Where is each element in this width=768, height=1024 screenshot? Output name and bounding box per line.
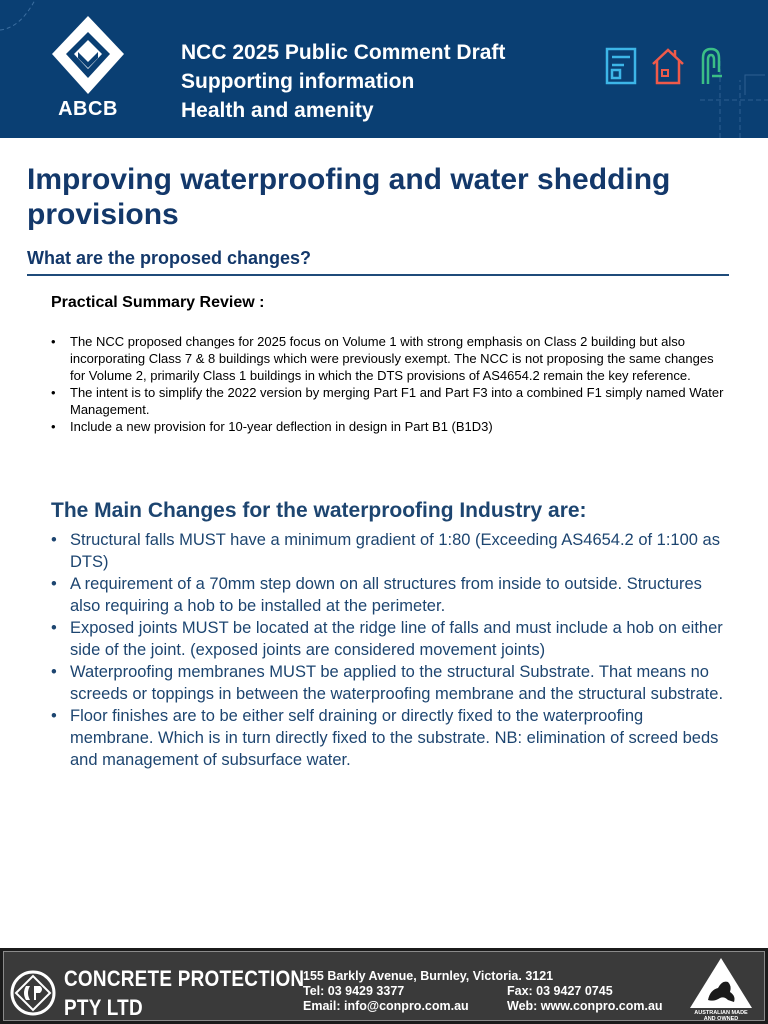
summary-list: • The NCC proposed changes for 2025 focus… [51, 333, 731, 435]
tap-icon [701, 47, 722, 84]
email-link[interactable]: Email: info@conpro.com.au [303, 999, 469, 1013]
header-title-line: Health and amenity [181, 99, 374, 122]
list-item: • A requirement of a 70mm step down on al… [51, 573, 731, 617]
page-title: Improving waterproofing and water sheddi… [27, 163, 671, 231]
bullet: • [51, 663, 57, 681]
company-name-line: PTY LTD [64, 995, 143, 1020]
list-item-text: Include a new provision for 10-year defl… [70, 419, 493, 434]
list-item: • The NCC proposed changes for 2025 focus… [51, 333, 731, 384]
header-title-line: NCC 2025 Public Comment Draft [181, 41, 506, 64]
list-item: • Exposed joints MUST be located at the r… [51, 617, 731, 661]
footer: CONCRETE PROTECTION PTY LTD 155 Barkly A… [0, 948, 768, 1024]
list-item: • Waterproofing membranes MUST be applied… [51, 661, 731, 705]
list-item: • Structural falls MUST have a minimum gr… [51, 529, 731, 573]
list-item-text: Structural falls MUST have a minimum gra… [70, 531, 720, 571]
summary-title: Practical Summary Review : [51, 294, 265, 311]
abcb-logo [52, 16, 124, 94]
fax: Fax: 03 9427 0745 [507, 984, 613, 998]
list-item-text: The intent is to simplify the 2022 versi… [70, 385, 724, 417]
header-banner: ABCB NCC 2025 Public Comment Draft Suppo… [0, 0, 768, 138]
list-item: • Floor finishes are to be either self dr… [51, 705, 731, 771]
company-name-line: CONCRETE PROTECTION [64, 966, 305, 991]
bullet: • [51, 419, 56, 434]
list-item: • The intent is to simplify the 2022 vers… [51, 384, 731, 418]
badge-text: AUSTRALIAN MADE [694, 1010, 748, 1016]
header-decoration [0, 0, 768, 138]
list-item: • Include a new provision for 10-year def… [51, 418, 731, 435]
list-item-text: Floor finishes are to be either self dra… [70, 707, 719, 769]
telephone: Tel: 03 9429 3377 [303, 984, 405, 998]
bullet: • [51, 707, 57, 725]
changes-title: The Main Changes for the waterproofing I… [51, 499, 587, 522]
concrete-protection-logo [10, 970, 56, 1016]
header-title-line: Supporting information [181, 70, 415, 93]
bullet: • [51, 531, 57, 549]
list-item-text: Waterproofing membranes MUST be applied … [70, 663, 724, 703]
bullet: • [51, 575, 57, 593]
address: 155 Barkly Avenue, Burnley, Victoria. 31… [303, 969, 554, 983]
badge-text: AND OWNED [704, 1016, 739, 1022]
changes-list: • Structural falls MUST have a minimum gr… [51, 529, 731, 771]
header-title: NCC 2025 Public Comment Draft Supporting… [181, 38, 505, 125]
bullet: • [51, 334, 56, 349]
logo-text: ABCB [58, 98, 118, 120]
house-icon [652, 48, 684, 85]
list-item-text: Exposed joints MUST be located at the ri… [70, 619, 723, 659]
company-name: CONCRETE PROTECTION PTY LTD [64, 964, 304, 1022]
section-subheading: What are the proposed changes? [27, 248, 312, 268]
australian-made-logo: AUSTRALIAN MADE AND OWNED [690, 958, 752, 1022]
document-icon [605, 47, 637, 85]
section-divider [27, 274, 729, 276]
website-link[interactable]: Web: www.conpro.com.au [507, 999, 663, 1013]
footer-panel: CONCRETE PROTECTION PTY LTD 155 Barkly A… [3, 951, 765, 1021]
bullet: • [51, 385, 56, 400]
bullet: • [51, 619, 57, 637]
list-item-text: A requirement of a 70mm step down on all… [70, 575, 702, 615]
list-item-text: The NCC proposed changes for 2025 focus … [70, 334, 714, 383]
